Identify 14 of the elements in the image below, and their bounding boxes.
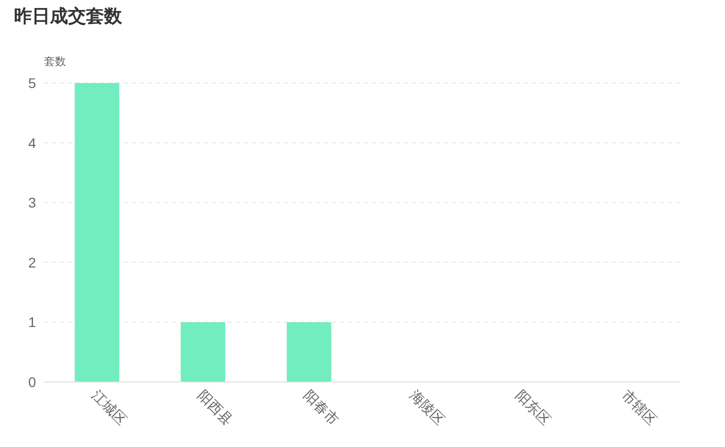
chart-title: 昨日成交套数: [14, 6, 123, 26]
y-tick-label: 1: [28, 314, 36, 330]
y-tick-label: 2: [28, 254, 36, 270]
y-axis-title: 套数: [44, 56, 66, 68]
y-tick-label: 3: [28, 194, 36, 211]
y-tick-label: 4: [28, 134, 36, 151]
y-tick-label: 0: [28, 374, 36, 390]
y-tick-label: 5: [28, 75, 36, 91]
x-tick-label: 阳春市: [300, 386, 342, 428]
x-tick-label: 海陵区: [406, 386, 448, 428]
x-tick-label: 市辖区: [618, 386, 660, 428]
x-tick-label: 江城区: [88, 386, 130, 428]
x-tick-label: 阳西县: [194, 386, 236, 428]
x-tick-label: 阳东区: [512, 386, 554, 428]
